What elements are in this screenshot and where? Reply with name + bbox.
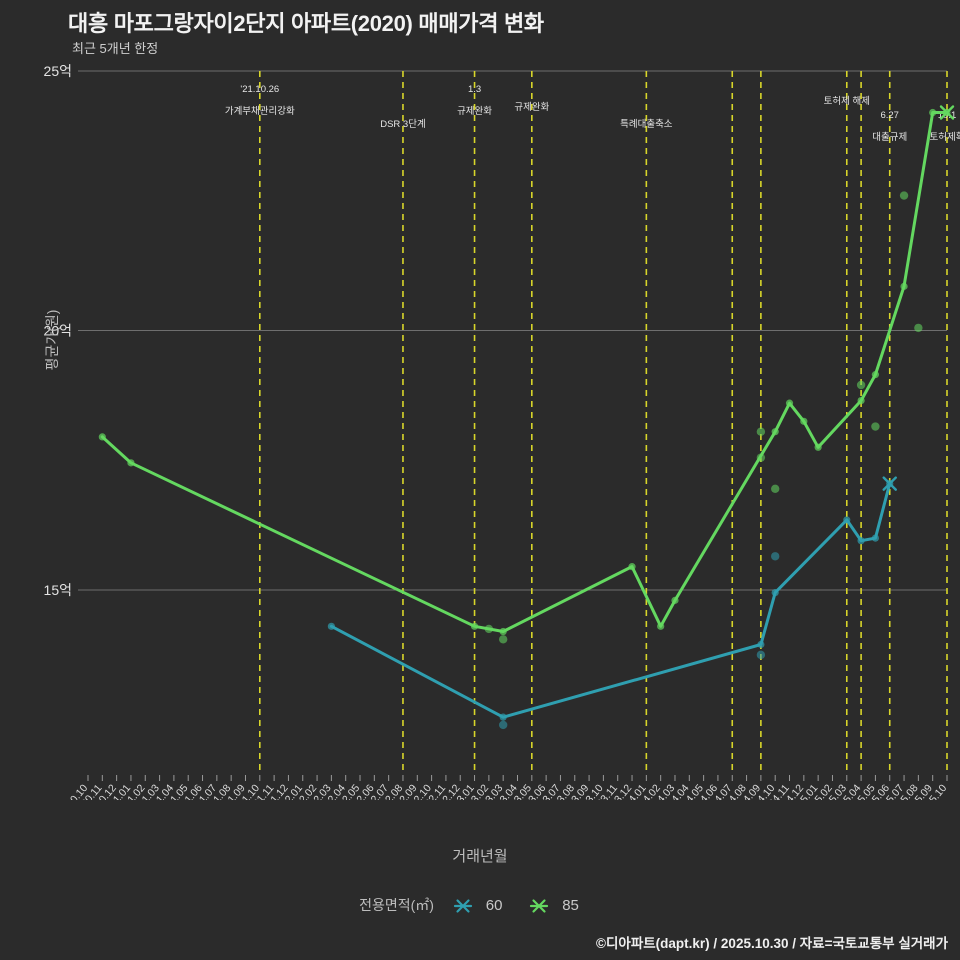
legend-marker-60-icon (453, 899, 472, 913)
y-axis-tick-label: 20억 (44, 323, 72, 339)
data-point-85 (871, 371, 880, 379)
legend-label-85: 85 (562, 897, 579, 914)
data-point-85 (657, 622, 665, 630)
annotation-label: '21.10.26 (240, 84, 279, 95)
scatter-point-60 (756, 650, 766, 660)
annotation-label: 규제완화 (457, 106, 492, 117)
footer-credit: ©디아파트(dapt.kr) / 2025.10.30 / 자료=국토교통부 실… (596, 936, 948, 951)
annotation-label: 특례대출축소 (620, 119, 673, 130)
data-point-85 (929, 108, 937, 117)
data-point-85 (470, 622, 479, 630)
y-axis-tick-label: 15억 (44, 582, 72, 598)
annotation-label: 토허제확 (930, 131, 960, 143)
annotation-label: 대출규제 (872, 132, 907, 143)
data-point-60 (499, 713, 507, 721)
legend-marker-85-icon (530, 899, 549, 913)
data-point-85 (671, 596, 679, 604)
data-point-85 (857, 396, 865, 405)
data-point-85 (814, 443, 822, 451)
annotation-label: 6.27 (880, 110, 899, 121)
data-point-60 (757, 640, 765, 649)
data-point-85 (628, 563, 636, 571)
scatter-point-85 (899, 191, 909, 200)
data-point-85 (900, 282, 908, 290)
scatter-point-85 (871, 422, 880, 431)
series-line-60 (329, 482, 892, 719)
plot-area: 15억20억25억2020.102020.112020.122021.01202… (44, 63, 960, 800)
scatter-point-85 (856, 380, 866, 390)
y-axis-label: 평균가(원) (44, 309, 60, 371)
series-line-85 (100, 111, 949, 633)
series-end-marker-85 (939, 105, 955, 120)
legend-label-60: 60 (485, 897, 503, 914)
chart-subtitle: 최근 5개년 한정 (72, 41, 159, 56)
page-title: 대흥 마포그랑자이2단지 아파트(2020) 매매가격 변화 (68, 11, 544, 36)
data-point-85 (800, 417, 808, 425)
x-axis-label: 거래년월 (452, 848, 508, 865)
annotation-label: 토허제 해제 (824, 95, 870, 107)
scatter-point-60 (498, 720, 508, 730)
data-point-85 (127, 459, 135, 467)
scatter-point-85 (498, 635, 508, 644)
data-point-60 (771, 588, 779, 597)
annotation-label: 규제완화 (514, 102, 549, 113)
annotation-label: 가계부채관리강화 (225, 105, 295, 117)
data-point-60 (843, 516, 851, 524)
annotation-label: 1.3 (468, 84, 481, 95)
data-point-60 (871, 534, 880, 542)
legend-item-85[interactable]: 85 (528, 897, 579, 915)
series-end-marker-60 (882, 476, 897, 491)
annotation-label: DSR 3단계 (380, 118, 425, 130)
scatter-point-85 (756, 453, 766, 462)
scatter-point-85 (771, 484, 780, 493)
data-point-85 (499, 627, 507, 636)
scatter-point-85 (756, 427, 766, 436)
scatter-point-85 (484, 624, 494, 634)
data-point-85 (785, 399, 794, 407)
data-point-85 (771, 428, 779, 436)
scatter-point-85 (914, 323, 923, 333)
legend-item-60[interactable]: 60 (452, 897, 503, 915)
scatter-point-60 (771, 552, 780, 561)
y-axis-tick-label: 25억 (44, 63, 72, 79)
data-point-60 (857, 537, 865, 545)
data-point-60 (327, 622, 335, 630)
chart-legend: 전용면적(㎡) 60 85 (0, 895, 960, 915)
legend-title: 전용면적(㎡) (359, 897, 434, 913)
data-point-85 (98, 433, 106, 441)
